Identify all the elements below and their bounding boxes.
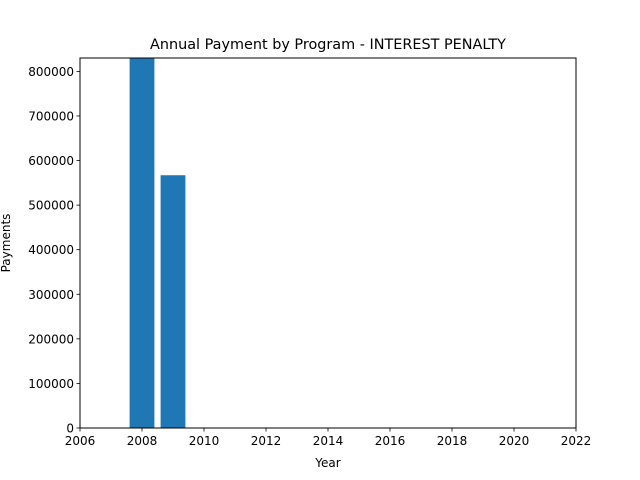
x-tick-label: 2022 <box>561 434 592 448</box>
bar-2008 <box>129 58 155 428</box>
x-tick-label: 2012 <box>251 434 282 448</box>
y-axis-label: Payments <box>0 214 13 273</box>
y-tick-label: 700000 <box>28 109 74 123</box>
x-axis-label: Year <box>314 456 340 470</box>
y-tick-label: 100000 <box>28 377 74 391</box>
y-tick-label: 200000 <box>28 332 74 346</box>
y-tick-label: 300000 <box>28 288 74 302</box>
x-tick-label: 2006 <box>65 434 96 448</box>
y-tick-label: 800000 <box>28 65 74 79</box>
x-tick-label: 2014 <box>313 434 344 448</box>
x-tick-label: 2018 <box>437 434 468 448</box>
y-tick-label: 500000 <box>28 199 74 213</box>
y-tick-label: 0 <box>66 422 74 436</box>
y-axis: 0 100000 200000 300000 400000 500000 600000 700… <box>28 65 80 436</box>
chart-title: Annual Payment by Program - INTEREST PEN… <box>150 37 506 53</box>
y-tick-label: 600000 <box>28 154 74 168</box>
y-tick-label: 400000 <box>28 243 74 257</box>
plot-area <box>129 58 186 428</box>
bar-2009 <box>160 175 186 428</box>
x-tick-label: 2010 <box>189 434 220 448</box>
x-tick-label: 2008 <box>127 434 158 448</box>
x-axis: 2006 2008 2010 2012 2014 2016 2018 2020 2022 <box>65 428 592 448</box>
x-tick-label: 2020 <box>499 434 530 448</box>
x-tick-label: 2016 <box>375 434 406 448</box>
